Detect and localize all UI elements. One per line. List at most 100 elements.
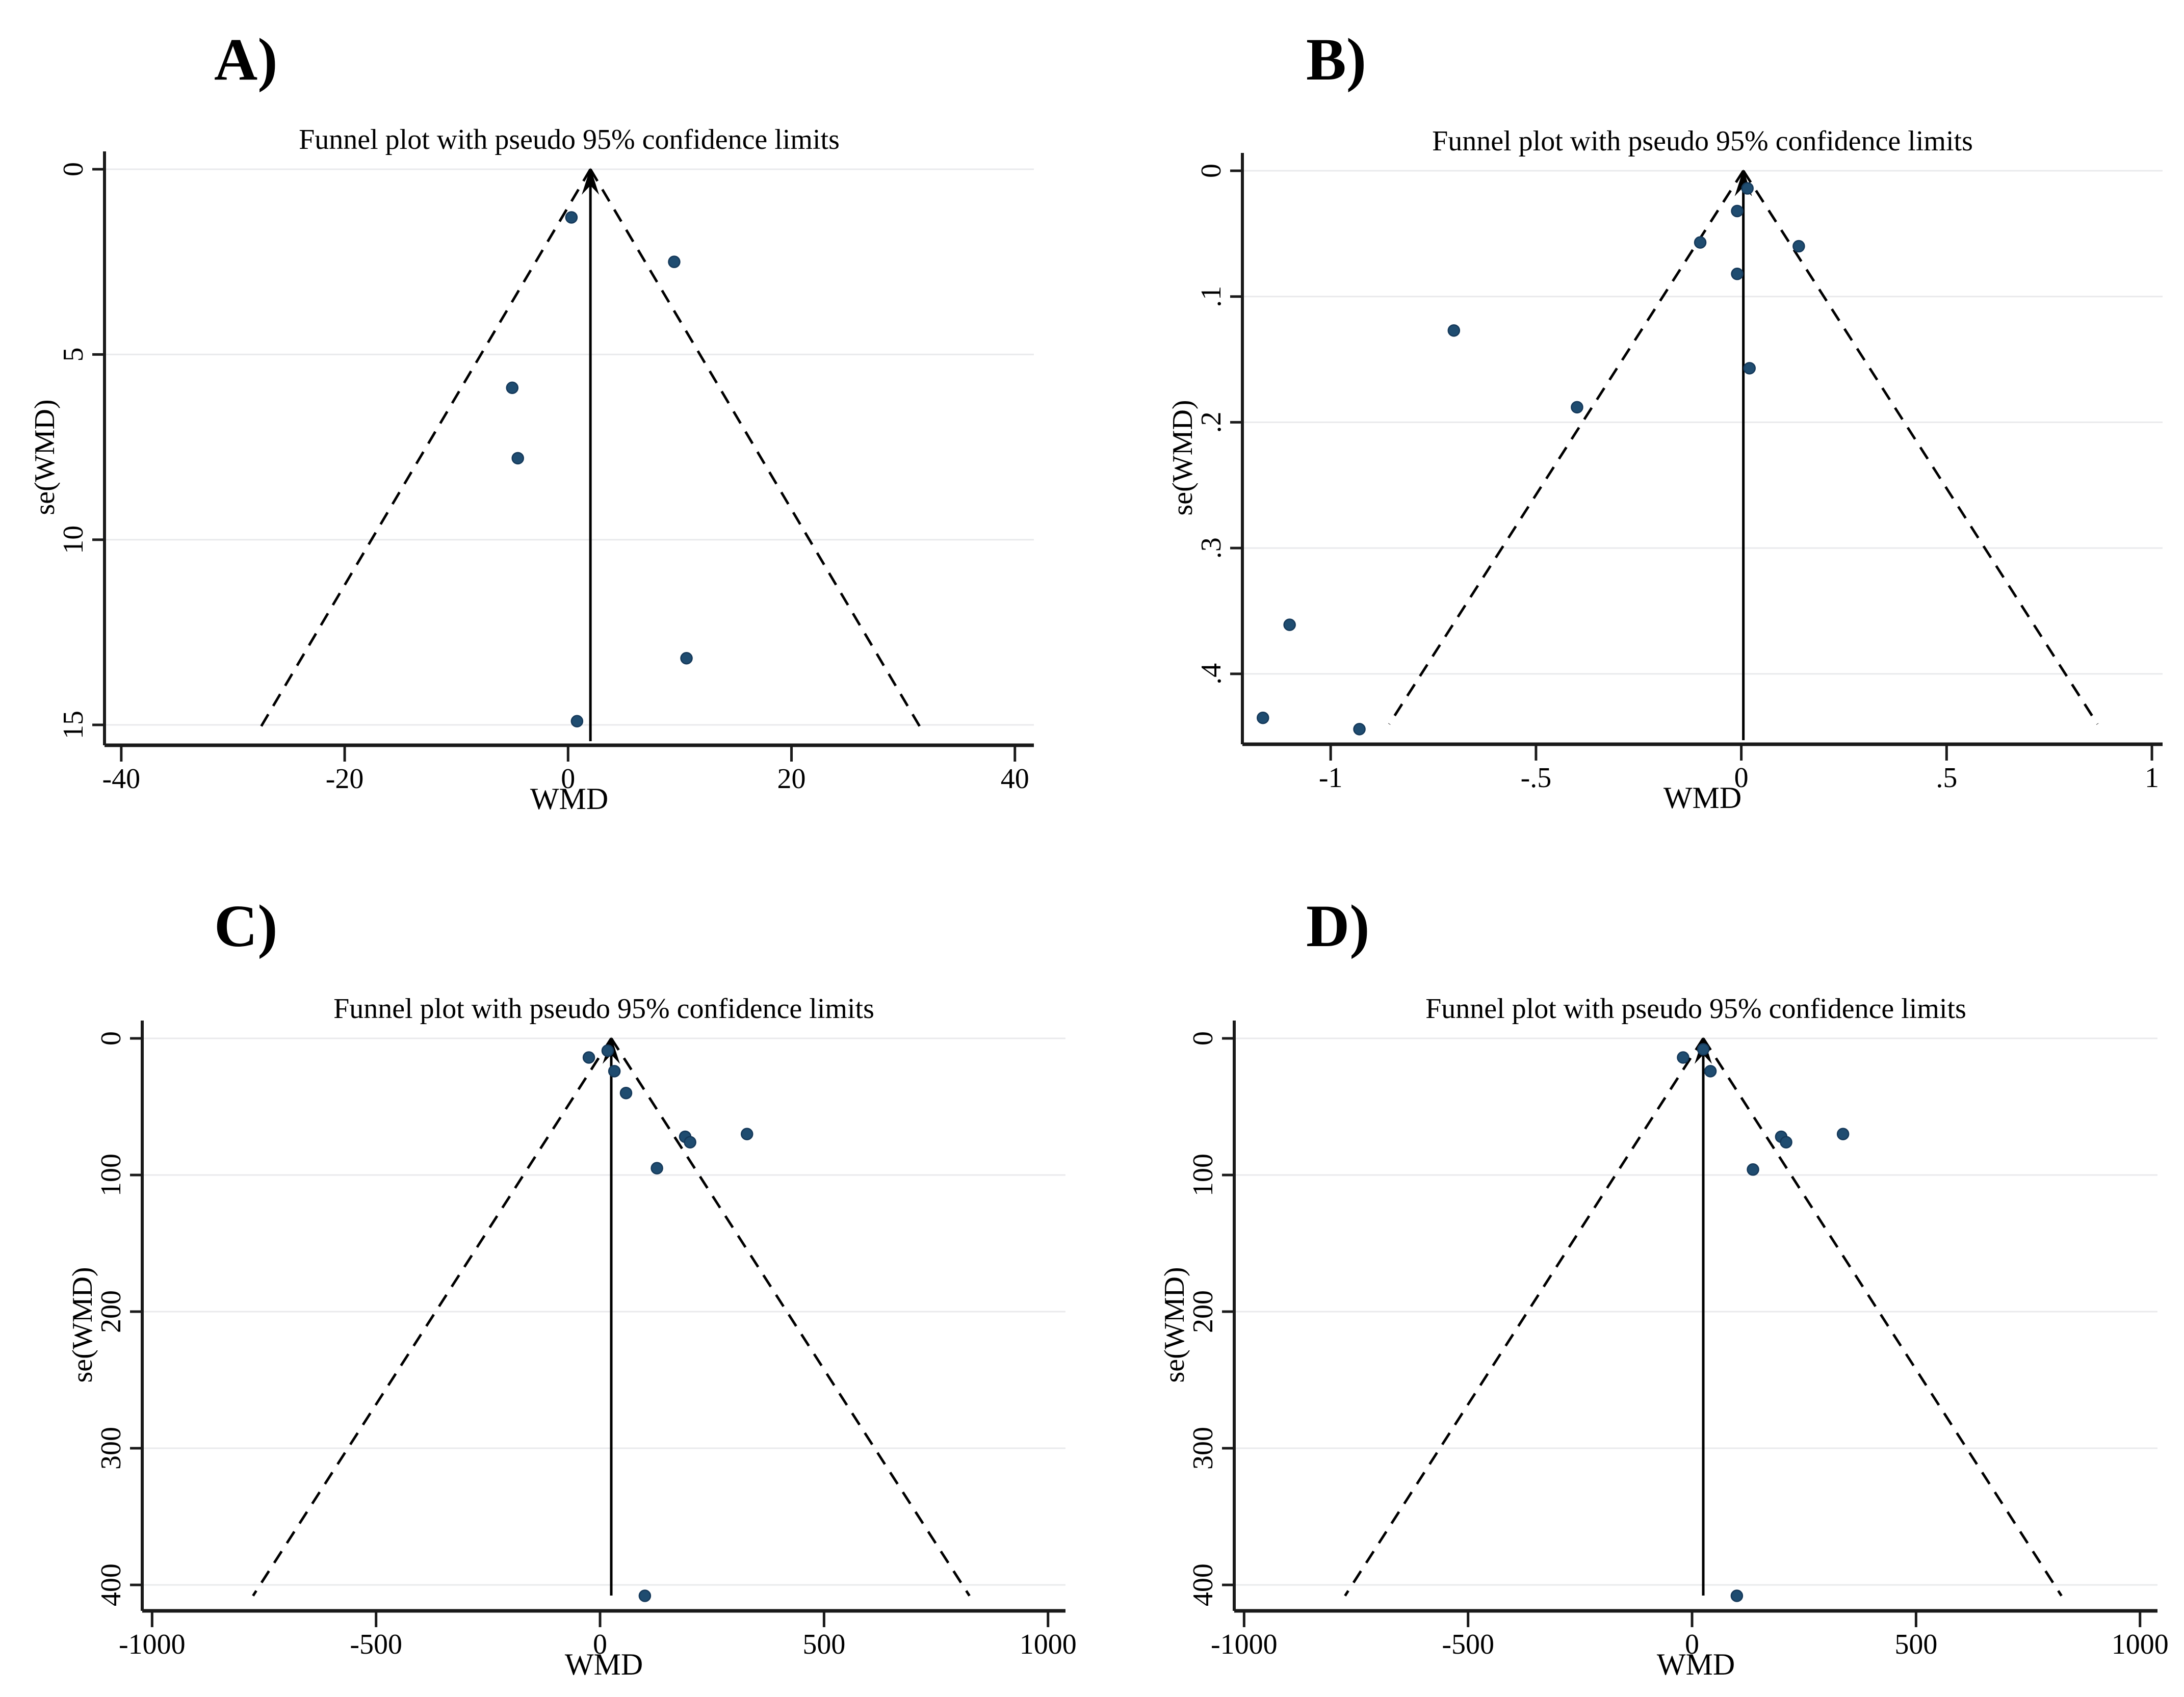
y-tick-label: 0	[58, 162, 89, 176]
y-tick-label: 300	[1187, 1427, 1219, 1470]
data-point	[1731, 204, 1744, 218]
data-point	[1697, 1043, 1710, 1056]
data-point	[740, 1128, 753, 1140]
x-tick-label: 1000	[2112, 1629, 2169, 1660]
y-tick-label: 0	[95, 1031, 127, 1046]
y-tick-label: .1	[1195, 286, 1227, 307]
panel-letter: C)	[214, 893, 278, 959]
data-point	[1731, 268, 1744, 280]
data-point	[619, 1086, 633, 1100]
x-axis-label: WMD	[564, 1648, 643, 1681]
panel-letter: A)	[214, 26, 278, 93]
funnel-right-limit	[589, 168, 922, 729]
x-axis-label: WMD	[530, 782, 609, 816]
funnel-right-limit	[1742, 170, 2099, 725]
funnel-right-limit	[1702, 1037, 2063, 1597]
panel-D: -1000 -500 0 500 1000 0 100 200 300 400 D) Funnel…	[1092, 846, 2184, 1697]
funnel-chart-D: -1000 -500 0 500 1000 0 100 200 300 400	[1187, 1021, 2169, 1660]
y-tick-label: 15	[58, 711, 89, 739]
panel-letter: D)	[1306, 893, 1370, 959]
data-point	[1353, 723, 1366, 736]
data-point	[684, 1136, 696, 1148]
data-point	[1283, 618, 1296, 631]
y-tick-label: 100	[95, 1154, 127, 1196]
panel-letter: B)	[1306, 26, 1366, 93]
y-axis-label: se(WMD)	[1159, 1266, 1191, 1383]
x-tick-label: -.5	[1521, 762, 1552, 794]
data-point	[651, 1162, 663, 1174]
data-point	[1447, 324, 1461, 337]
data-point	[1836, 1128, 1850, 1140]
y-tick-label: 10	[58, 526, 89, 554]
panel-B: -1 -.5 0 .5 1 0 .1 .2 .3 .4 B) Funnel plot with p…	[1092, 0, 2184, 846]
data-point	[570, 715, 584, 728]
funnel-left-limit	[258, 168, 592, 729]
y-tick-label: 0	[1187, 1031, 1219, 1046]
funnel-left-limit	[1388, 170, 1745, 725]
chart-title: Funnel plot with pseudo 95% confidence l…	[1425, 993, 1966, 1025]
panel-C: -1000 -500 0 500 1000 0 100 200 300 400 C) Funnel…	[0, 846, 1092, 1697]
data-point	[601, 1044, 614, 1057]
y-axis-label: se(WMD)	[1167, 399, 1199, 516]
x-tick-label: 500	[1894, 1629, 1937, 1660]
x-tick-label: -1	[1319, 762, 1343, 794]
x-tick-label: 500	[802, 1629, 845, 1660]
y-tick-label: .3	[1195, 537, 1227, 559]
x-tick-label: 0	[1734, 762, 1749, 794]
x-tick-label: 20	[777, 763, 806, 795]
funnel-left-limit	[1344, 1037, 1705, 1597]
x-tick-label: 40	[1001, 763, 1029, 795]
panel-A: -40 -20 0 20 40 0 5 10 15 A) Funnel plot with ps…	[0, 0, 1092, 846]
x-tick-label: -40	[102, 763, 141, 795]
data-point	[680, 651, 693, 665]
x-axis-label: WMD	[1663, 781, 1742, 815]
x-tick-label: 0	[1685, 1629, 1699, 1660]
x-tick-label: -20	[326, 763, 364, 795]
funnel-chart-B: -1 -.5 0 .5 1 0 .1 .2 .3 .4	[1195, 153, 2163, 794]
chart-title: Funnel plot with pseudo 95% confidence l…	[333, 993, 874, 1025]
x-tick-label: -1000	[119, 1629, 186, 1660]
x-axis-label: WMD	[1656, 1648, 1735, 1681]
y-axis-label: se(WMD)	[67, 1266, 99, 1383]
data-point	[511, 452, 524, 465]
x-tick-label: -500	[1442, 1629, 1494, 1660]
y-tick-label: .2	[1195, 411, 1227, 433]
x-tick-label: 1000	[1020, 1629, 1077, 1660]
y-tick-label: 0	[1195, 164, 1227, 178]
data-point	[582, 1051, 595, 1064]
data-point	[1571, 401, 1583, 414]
data-point	[1780, 1136, 1792, 1148]
data-point	[1730, 1589, 1744, 1602]
y-tick-label: 5	[58, 347, 89, 361]
data-point	[1743, 362, 1756, 375]
y-tick-label: .4	[1195, 663, 1227, 685]
y-tick-label: 400	[1187, 1563, 1219, 1606]
data-point	[638, 1589, 652, 1602]
funnel-right-limit	[610, 1037, 971, 1597]
data-point	[506, 381, 519, 394]
y-axis-label: se(WMD)	[29, 399, 61, 515]
funnel-chart-C: -1000 -500 0 500 1000 0 100 200 300 400	[95, 1021, 1077, 1660]
chart-title: Funnel plot with pseudo 95% confidence l…	[299, 124, 840, 155]
y-tick-label: 400	[95, 1563, 127, 1606]
chart-title: Funnel plot with pseudo 95% confidence l…	[1432, 125, 1973, 157]
data-point	[1747, 1163, 1759, 1176]
data-point	[668, 255, 681, 268]
funnel-left-limit	[252, 1037, 613, 1597]
y-tick-label: 300	[95, 1427, 127, 1470]
data-point	[608, 1065, 621, 1078]
data-point	[565, 211, 578, 224]
x-tick-label: -1000	[1211, 1629, 1278, 1660]
data-point	[1704, 1065, 1717, 1078]
data-point	[1694, 236, 1707, 249]
x-tick-label: 1	[2145, 762, 2159, 794]
y-tick-label: 100	[1187, 1154, 1219, 1196]
data-point	[1677, 1051, 1689, 1064]
funnel-chart-A: -40 -20 0 20 40 0 5 10 15	[58, 151, 1034, 795]
data-point	[1741, 182, 1754, 195]
up-arrow-icon	[582, 168, 600, 195]
y-tick-label: 200	[95, 1290, 127, 1333]
x-tick-label: 0	[561, 763, 575, 795]
x-tick-label: .5	[1936, 762, 1957, 794]
